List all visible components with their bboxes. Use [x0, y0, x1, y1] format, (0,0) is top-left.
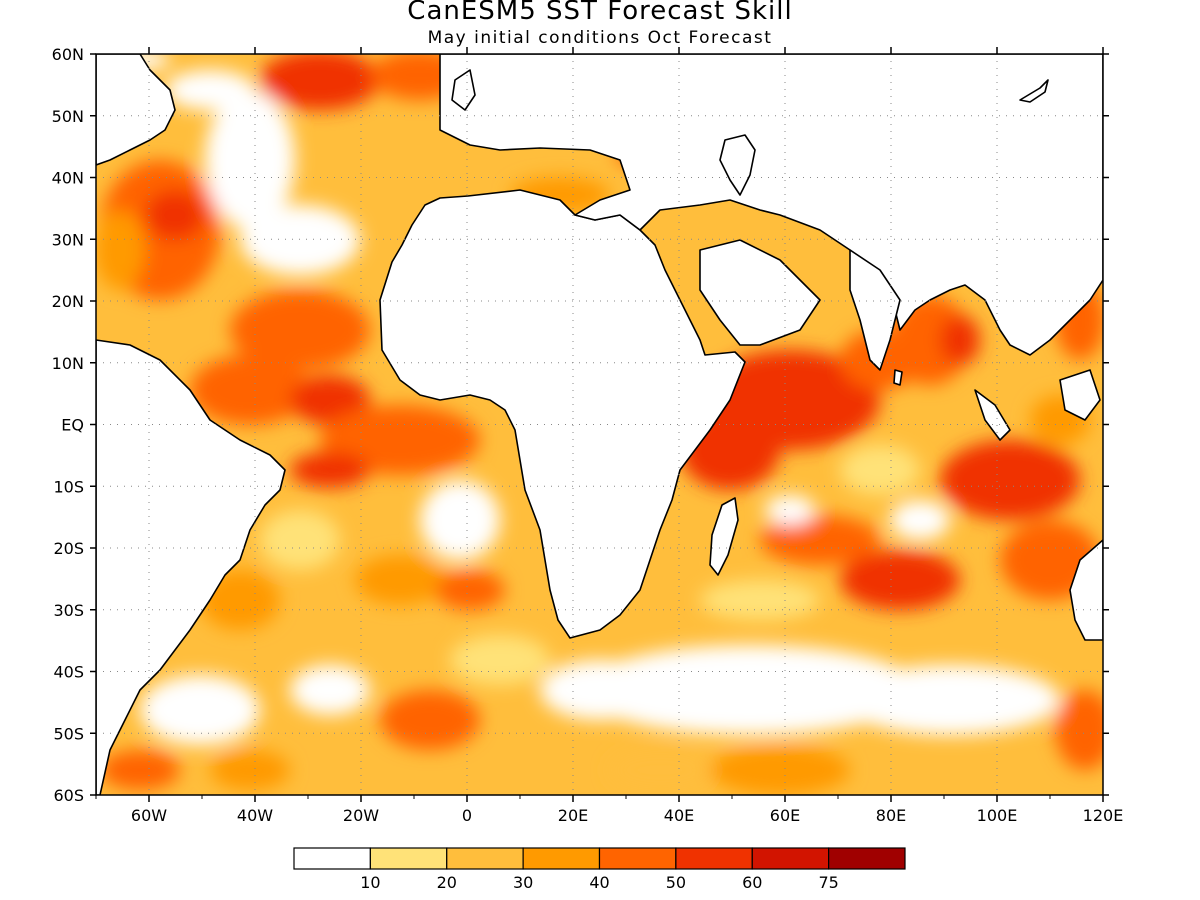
colorbar-swatch	[598, 847, 677, 870]
map-subtitle: May initial conditions Oct Forecast	[427, 28, 773, 48]
colorbar-swatch	[828, 847, 906, 870]
lon-tick-label: 60W	[131, 806, 167, 825]
colorbar-label: 75	[818, 873, 838, 892]
lon-tick-label: 60E	[770, 806, 800, 825]
lat-tick-label: 40N	[52, 169, 84, 188]
lon-tick-label: 20W	[343, 806, 379, 825]
lon-tick-label: 0	[462, 806, 472, 825]
lat-tick-label: 40S	[53, 663, 84, 682]
colorbar-swatch	[751, 847, 830, 870]
lon-tick-label: 40W	[237, 806, 273, 825]
lat-tick-label: 50N	[52, 107, 84, 126]
colorbar-label: 30	[513, 873, 533, 892]
lat-tick-label: 60N	[52, 45, 84, 64]
lon-tick-label: 100E	[977, 806, 1018, 825]
colorbar-label: 60	[742, 873, 762, 892]
lat-tick-label: EQ	[61, 416, 84, 435]
colorbar-label: 50	[666, 873, 686, 892]
lat-tick-label: 30N	[52, 230, 84, 249]
colorbar-swatch	[293, 847, 371, 870]
lat-tick-label: 60S	[53, 786, 84, 805]
map-title: CanESM5 SST Forecast Skill	[407, 0, 793, 26]
colorbar-swatch	[675, 847, 753, 870]
colorbar-label: 40	[589, 873, 609, 892]
lon-tick-label: 120E	[1083, 806, 1124, 825]
lat-tick-label: 10S	[53, 477, 84, 496]
lat-tick-label: 20N	[52, 292, 84, 311]
colorbar-label: 10	[360, 873, 380, 892]
longitude-axis: 60W 40W 20W 0 20E 40E 60E 80E 100E 120E	[95, 47, 1124, 825]
colorbar: 10 20 30 40 50 60 75	[293, 847, 906, 892]
lon-tick-label: 80E	[876, 806, 906, 825]
coastlines	[96, 54, 1103, 795]
lat-tick-label: 20S	[53, 539, 84, 558]
colorbar-swatch	[522, 847, 601, 870]
latitude-axis: 60N 50N 40N 30N 20N 10N EQ 10S 20S 30S 40S 50S 60S	[52, 45, 1109, 805]
skill-field-blobs	[96, 54, 1103, 795]
lat-tick-label: 50S	[53, 724, 84, 743]
lat-tick-label: 10N	[52, 354, 84, 373]
lon-tick-label: 40E	[664, 806, 694, 825]
colorbar-swatch	[446, 847, 524, 870]
lon-tick-label: 20E	[558, 806, 588, 825]
lat-tick-label: 30S	[53, 601, 84, 620]
colorbar-label: 20	[437, 873, 457, 892]
colorbar-swatch	[369, 847, 448, 870]
